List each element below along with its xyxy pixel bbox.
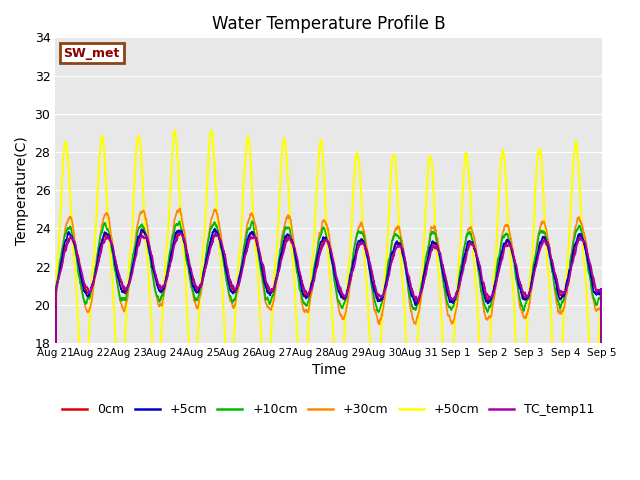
+10cm xyxy=(529,270,536,276)
TC_temp11 xyxy=(598,443,605,448)
+10cm xyxy=(114,282,122,288)
+50cm xyxy=(261,380,269,385)
+10cm xyxy=(285,225,292,230)
+30cm xyxy=(176,205,184,211)
+5cm xyxy=(285,233,292,239)
+5cm xyxy=(529,273,536,279)
Y-axis label: Temperature(C): Temperature(C) xyxy=(15,136,29,244)
TC_temp11 xyxy=(177,230,184,236)
0cm xyxy=(285,235,292,241)
0cm xyxy=(588,272,595,277)
Line: +5cm: +5cm xyxy=(55,229,602,480)
+50cm xyxy=(51,479,59,480)
0cm xyxy=(146,247,154,253)
0cm xyxy=(175,227,182,233)
Title: Water Temperature Profile B: Water Temperature Profile B xyxy=(212,15,445,33)
+50cm xyxy=(285,192,292,198)
TC_temp11 xyxy=(588,265,595,271)
+5cm xyxy=(211,226,219,232)
Line: TC_temp11: TC_temp11 xyxy=(55,233,602,480)
0cm xyxy=(261,278,269,284)
TC_temp11 xyxy=(114,267,122,273)
Line: 0cm: 0cm xyxy=(55,230,602,480)
+10cm xyxy=(248,218,256,224)
+10cm xyxy=(146,255,154,261)
+30cm xyxy=(261,297,269,303)
+10cm xyxy=(598,446,605,452)
+30cm xyxy=(285,215,292,220)
+30cm xyxy=(598,456,605,462)
+30cm xyxy=(529,277,536,283)
+50cm xyxy=(146,297,154,302)
+30cm xyxy=(114,281,122,287)
Line: +50cm: +50cm xyxy=(55,131,602,480)
+50cm xyxy=(207,128,215,133)
+5cm xyxy=(588,275,595,280)
TC_temp11 xyxy=(529,280,536,286)
TC_temp11 xyxy=(285,235,292,240)
+50cm xyxy=(588,370,595,375)
0cm xyxy=(114,268,122,274)
+50cm xyxy=(598,452,605,457)
+5cm xyxy=(598,444,605,450)
Line: +10cm: +10cm xyxy=(55,221,602,480)
+5cm xyxy=(146,252,154,257)
Line: +30cm: +30cm xyxy=(55,208,602,480)
X-axis label: Time: Time xyxy=(312,363,346,377)
0cm xyxy=(598,444,605,450)
+30cm xyxy=(588,286,595,291)
+10cm xyxy=(588,285,595,290)
TC_temp11 xyxy=(146,245,154,251)
+5cm xyxy=(114,274,122,279)
+5cm xyxy=(261,281,269,287)
TC_temp11 xyxy=(261,272,269,278)
0cm xyxy=(529,274,536,280)
Legend: 0cm, +5cm, +10cm, +30cm, +50cm, TC_temp11: 0cm, +5cm, +10cm, +30cm, +50cm, TC_temp1… xyxy=(58,398,600,421)
+50cm xyxy=(114,366,122,372)
Text: SW_met: SW_met xyxy=(63,47,120,60)
+10cm xyxy=(261,291,269,297)
+30cm xyxy=(146,248,154,253)
+50cm xyxy=(529,249,536,255)
